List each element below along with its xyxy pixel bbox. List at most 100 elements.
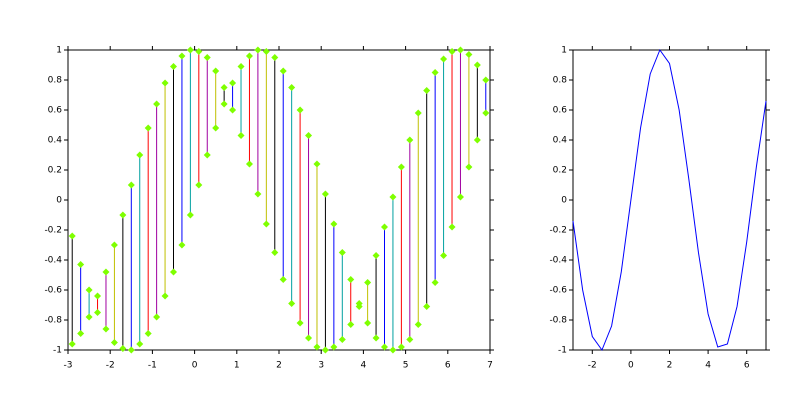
y-tick-label: -0.6 <box>44 286 62 296</box>
x-tick-label: 1 <box>234 361 240 371</box>
marker <box>473 61 481 69</box>
marker <box>85 286 93 294</box>
marker <box>406 136 414 144</box>
marker <box>271 54 279 61</box>
y-tick-label: 1 <box>56 46 62 56</box>
marker <box>161 292 169 300</box>
marker <box>338 249 346 256</box>
y-tick-label: 0 <box>56 196 62 206</box>
marker <box>321 190 329 198</box>
marker <box>364 319 372 327</box>
marker <box>321 346 329 354</box>
marker <box>423 87 431 94</box>
marker <box>186 46 194 54</box>
y-tick-label: 1 <box>561 46 567 56</box>
marker <box>136 151 144 159</box>
marker <box>110 339 118 346</box>
y-tick-label: -0.6 <box>549 286 567 296</box>
marker <box>288 84 296 91</box>
x-tick-label: 6 <box>445 361 451 371</box>
y-tick-label: -0.2 <box>549 226 567 236</box>
x-tick-label: 7 <box>487 361 493 371</box>
marker <box>414 109 422 117</box>
marker <box>153 313 161 321</box>
marker <box>254 46 262 54</box>
y-tick-label: -0.2 <box>44 226 62 236</box>
y-tick-label: 0.8 <box>553 76 568 86</box>
marker <box>186 211 194 219</box>
marker <box>372 334 380 342</box>
marker <box>465 51 473 58</box>
y-tick-label: -0.8 <box>44 316 62 326</box>
marker <box>397 163 405 171</box>
marker <box>431 279 439 286</box>
marker <box>330 220 338 228</box>
marker <box>440 252 448 259</box>
x-tick-label: -3 <box>64 361 73 371</box>
marker <box>127 346 135 354</box>
marker <box>245 52 253 60</box>
y-tick-label: -1 <box>558 346 567 356</box>
marker <box>220 100 228 108</box>
marker <box>170 63 177 70</box>
marker <box>220 84 228 91</box>
marker <box>102 325 110 333</box>
y-tick-label: -1 <box>53 346 62 356</box>
marker <box>482 109 490 117</box>
marker <box>338 336 346 343</box>
marker <box>237 132 245 139</box>
x-tick-label: 0 <box>628 361 634 371</box>
x-tick-label: 3 <box>318 361 324 371</box>
marker <box>254 190 262 198</box>
marker <box>355 303 363 310</box>
x-tick-label: 2 <box>276 361 282 371</box>
marker <box>448 48 456 55</box>
marker <box>119 211 127 219</box>
x-tick-label: 6 <box>744 361 750 371</box>
marker <box>144 124 152 132</box>
marker <box>212 124 220 132</box>
marker <box>212 67 220 75</box>
marker <box>170 268 177 276</box>
marker <box>440 55 448 63</box>
marker <box>397 343 405 351</box>
marker <box>203 54 211 61</box>
marker <box>347 321 355 328</box>
marker <box>313 343 321 351</box>
marker <box>77 330 85 337</box>
marker <box>153 100 161 108</box>
x-tick-label: 0 <box>192 361 198 371</box>
y-tick-label: 0.6 <box>48 106 63 116</box>
marker <box>203 151 211 159</box>
marker <box>381 343 388 351</box>
marker <box>110 241 118 249</box>
marker <box>305 334 313 342</box>
marker <box>465 163 473 171</box>
marker <box>195 48 203 55</box>
marker <box>305 132 313 139</box>
marker <box>119 345 127 352</box>
marker <box>161 79 169 87</box>
x-tick-label: -1 <box>148 361 157 371</box>
x-tick-label: -2 <box>106 361 115 371</box>
x-tick-label: -2 <box>588 361 597 371</box>
marker <box>389 193 397 201</box>
marker <box>456 193 464 201</box>
y-tick-label: 0.6 <box>553 106 568 116</box>
marker <box>237 63 245 70</box>
marker <box>68 232 76 240</box>
marker <box>330 343 338 351</box>
marker <box>94 309 102 316</box>
marker <box>68 340 76 348</box>
marker <box>262 48 270 55</box>
x-tick-label: 5 <box>403 361 409 371</box>
marker <box>431 69 439 76</box>
marker <box>473 136 481 144</box>
y-tick-label: 0.4 <box>553 136 568 146</box>
marker <box>85 313 93 321</box>
marker <box>178 52 186 60</box>
marker <box>77 261 85 268</box>
marker <box>482 76 490 84</box>
